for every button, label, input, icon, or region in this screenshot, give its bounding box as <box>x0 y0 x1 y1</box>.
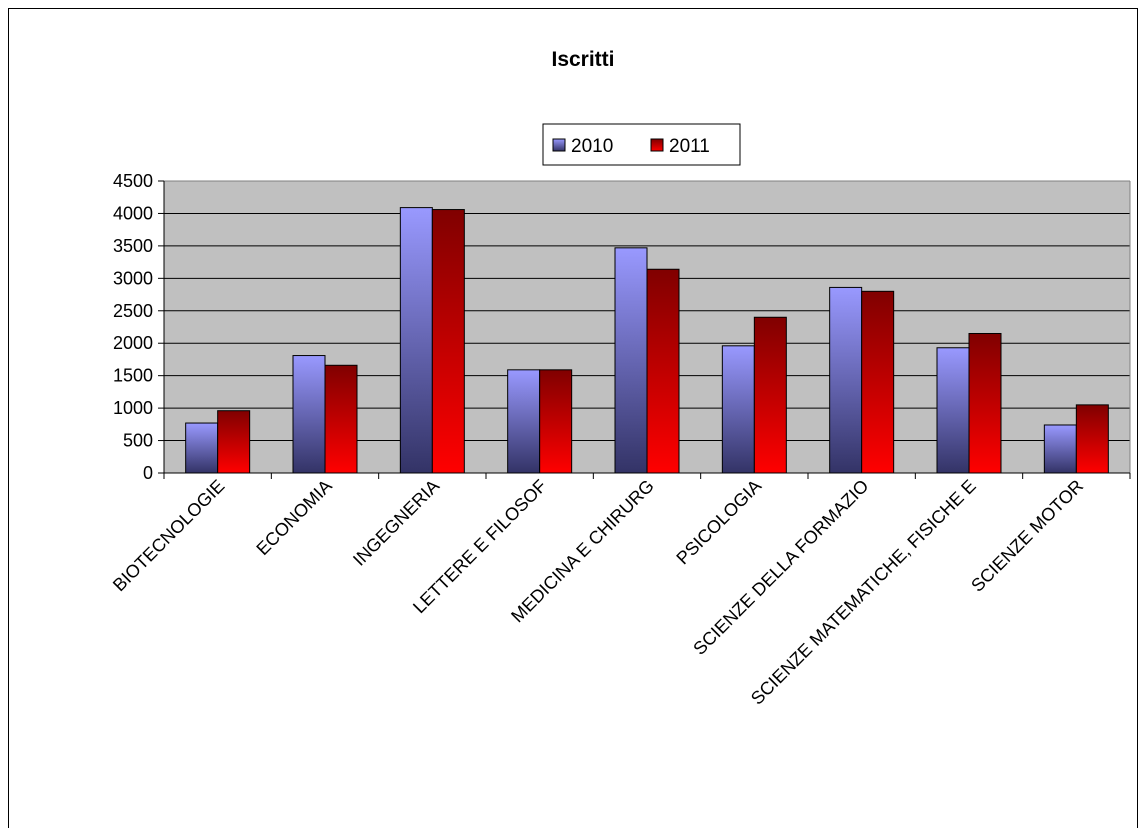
bar-2011 <box>324 364 358 474</box>
y-tick-label: 1000 <box>113 398 153 418</box>
x-tick-label: INGEGNERIA <box>349 476 443 570</box>
chart-frame: Iscritti 2010 2011 0 500 1000 1500 2000 2500 3… <box>8 8 1138 828</box>
chart-title: Iscritti <box>551 48 614 71</box>
y-tick-label: 3000 <box>113 268 153 288</box>
legend-label-2010: 2010 <box>571 136 613 157</box>
bar-2010 <box>614 247 648 474</box>
y-tick-label: 0 <box>143 463 153 483</box>
bar-2010 <box>185 422 219 474</box>
y-tick-label: 4000 <box>113 203 153 223</box>
bar-2011 <box>1075 404 1109 474</box>
x-tick-label: SCIENZE MATEMATICHE, FISICHE E <box>747 476 980 709</box>
legend-swatch-2010 <box>552 138 566 152</box>
bar-2010 <box>1043 424 1077 474</box>
legend-box <box>542 123 741 166</box>
y-axis: 0 500 1000 1500 2000 2500 3000 3500 4000 4500 <box>113 171 165 483</box>
x-tick-label: ECONOMIA <box>252 476 335 559</box>
y-tick-label: 500 <box>123 431 153 451</box>
x-tick-label: BIOTECNOLOGIE <box>109 476 229 596</box>
bar-2011 <box>539 369 573 474</box>
bar-2011 <box>968 332 1002 474</box>
bar-2010 <box>292 355 326 474</box>
bar-2010 <box>829 286 863 474</box>
legend: 2010 2011 <box>542 123 741 166</box>
bar-2011 <box>753 316 787 474</box>
y-tick-label: 2000 <box>113 333 153 353</box>
bar-2010 <box>936 347 970 474</box>
bar-2010 <box>721 345 755 474</box>
y-tick-label: 3500 <box>113 236 153 256</box>
chart: Iscritti 2010 2011 0 500 1000 1500 2000 2500 3… <box>109 48 1131 709</box>
y-tick-label: 1500 <box>113 366 153 386</box>
y-tick-label: 2500 <box>113 301 153 321</box>
bar-2010 <box>399 207 433 474</box>
legend-label-2011: 2011 <box>669 136 710 157</box>
y-tick-label: 4500 <box>113 171 153 191</box>
bar-2011 <box>431 209 465 474</box>
x-tick-label: SCIENZE MOTOR <box>967 476 1087 596</box>
x-tick-label: PSICOLOGIA <box>672 476 765 569</box>
bar-2011 <box>217 410 251 474</box>
bar-2011 <box>861 290 895 474</box>
legend-swatch-2011 <box>650 138 664 152</box>
bar-2010 <box>507 369 541 474</box>
bar-2011 <box>646 268 680 474</box>
plot-area <box>164 180 1131 474</box>
x-tick-label: SCIENZE DELLA FORMAZIO <box>689 476 872 659</box>
